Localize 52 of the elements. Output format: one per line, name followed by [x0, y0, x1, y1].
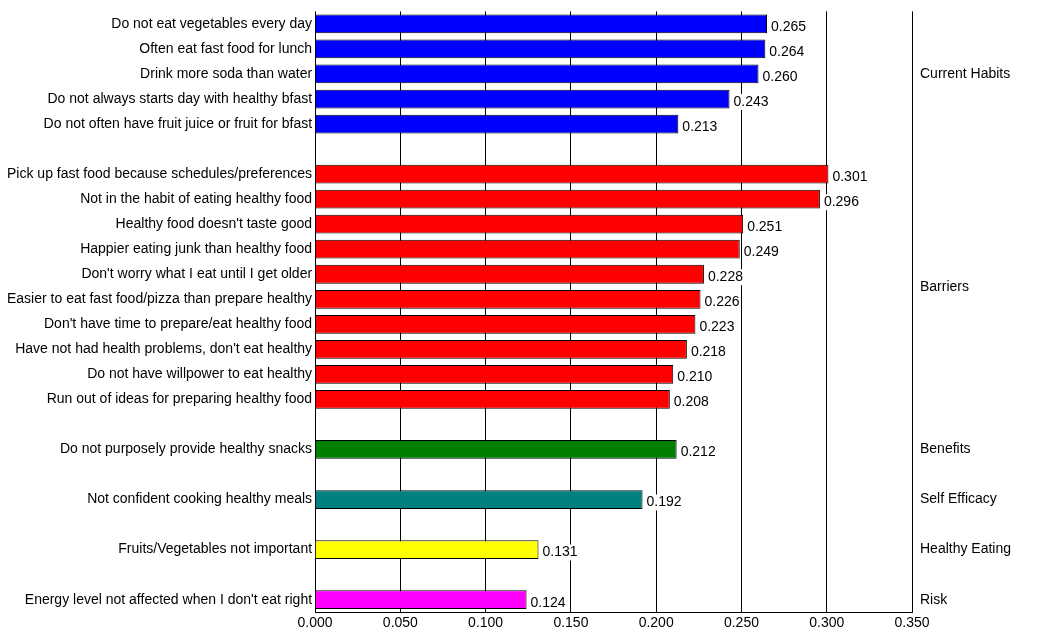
data-label: 0.260 — [762, 67, 798, 84]
y-tick-label: Run out of ideas for preparing healthy food — [46, 390, 313, 407]
data-label: 0.208 — [673, 393, 710, 410]
x-tick-label: 0.000 — [297, 614, 333, 631]
y-tick-label: Pick up fast food because schedules/preferences — [7, 164, 313, 181]
text: Self Efficacy — [920, 490, 997, 507]
data-label: 0.251 — [747, 218, 783, 235]
y-tick-label: Energy level not affected when I don't eat right — [24, 590, 313, 607]
y-tick-label: Drink more soda than water — [140, 64, 313, 81]
data-label: 0.192 — [646, 493, 682, 510]
data-label: 0.124 — [530, 593, 566, 610]
data-label: 0.210 — [677, 368, 713, 385]
x-tick-label: 0.200 — [638, 614, 674, 631]
y-tick-label: Healthy food doesn't taste good — [115, 215, 313, 232]
x-tick-label: 0.350 — [894, 614, 930, 631]
data-label: 0.212 — [680, 443, 716, 460]
text: Current Habits — [920, 64, 1011, 81]
data-label: 0.249 — [743, 243, 779, 260]
data-label: 0.243 — [733, 92, 769, 109]
x-tick-label: 0.050 — [382, 614, 419, 631]
text: Benefits — [920, 440, 971, 457]
data-label: 0.228 — [707, 268, 744, 285]
data-label: 0.265 — [771, 17, 807, 34]
data-label: 0.296 — [823, 193, 860, 210]
y-tick-label: Don't worry what I eat until I get older — [81, 265, 313, 282]
data-label: 0.131 — [542, 543, 578, 560]
y-tick-label: Often eat fast food for lunch — [139, 39, 313, 56]
data-label: 0.226 — [704, 293, 740, 310]
text: Healthy Eating — [920, 540, 1012, 557]
y-tick-label: Do not often have fruit juice or fruit for bfast — [43, 114, 313, 131]
data-label: 0.264 — [769, 42, 805, 59]
x-tick-label: 0.300 — [809, 614, 845, 631]
y-tick-label: Not confident cooking healthy meals — [87, 490, 313, 507]
y-tick-label: Have not had health problems, don't eat healthy — [15, 340, 313, 357]
y-tick-label: Happier eating junk than healthy food — [80, 240, 313, 257]
data-label: 0.301 — [832, 167, 868, 184]
y-tick-label: Not in the habit of eating healthy food — [80, 190, 313, 207]
y-tick-label: Do not have willpower to eat healthy — [87, 365, 313, 382]
x-tick-label: 0.100 — [468, 614, 504, 631]
y-tick-label: Fruits/Vegetables not important — [118, 540, 313, 557]
y-tick-label: Do not purposely provide healthy snacks — [59, 440, 313, 457]
y-tick-label: Easier to eat fast food/pizza than prepare healthy — [6, 290, 313, 307]
x-tick-label: 0.150 — [553, 614, 589, 631]
text: Risk — [920, 590, 949, 607]
data-label: 0.213 — [682, 117, 718, 134]
text: Barriers — [920, 277, 970, 294]
data-label: 0.218 — [690, 343, 727, 360]
data-label: 0.223 — [699, 318, 735, 335]
y-tick-label: Do not eat vegetables every day — [111, 14, 313, 31]
y-tick-label: Do not always starts day with healthy bfast — [47, 89, 313, 106]
x-tick-label: 0.250 — [723, 614, 760, 631]
y-tick-label: Don't have time to prepare/eat healthy food — [44, 315, 313, 332]
